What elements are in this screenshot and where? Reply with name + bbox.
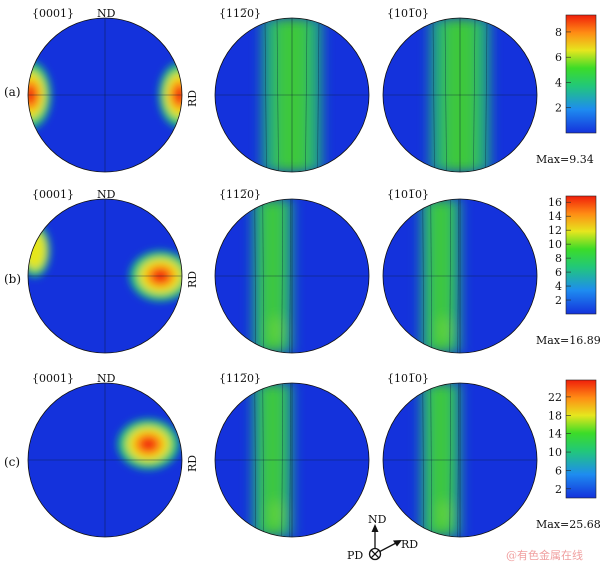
pole-figure-outline	[27, 382, 183, 538]
pole-figure-label: {101̅0}	[387, 188, 429, 201]
pole-figure: {112̅0}	[214, 7, 370, 173]
triad-pd-label: PD	[347, 549, 363, 562]
pole-figure-outline	[382, 198, 538, 354]
colorbar-tick-label: 2	[555, 483, 562, 496]
row-label: (b)	[4, 272, 21, 286]
pole-figure: {112̅0}	[214, 188, 370, 354]
colorbar-scale	[565, 379, 597, 499]
colorbar-tick-label: 8	[555, 26, 562, 39]
colorbar-tick-label: 22	[548, 391, 562, 404]
intensity-map	[117, 418, 180, 470]
colorbar-tick-label: 12	[548, 224, 562, 237]
pole-figure: {101̅0}	[382, 372, 538, 538]
pole-figure-label: {112̅0}	[219, 188, 261, 201]
nd-axis-label: ND	[97, 7, 116, 20]
watermark: @有色金属在线	[506, 548, 583, 562]
band-hotspot	[436, 315, 453, 344]
rd-axis-label: RD	[186, 90, 199, 107]
triad-rd-label: RD	[401, 538, 418, 551]
colorbar-tick-label: 16	[548, 196, 562, 209]
nd-axis-label: ND	[97, 188, 116, 201]
colorbar: 2 4 6 8	[555, 14, 597, 134]
pole-figure-label: {112̅0}	[219, 372, 261, 385]
colorbar-tick-label: 6	[555, 51, 562, 64]
pole-figure: {101̅0}	[382, 7, 538, 173]
colorbar-scale	[565, 195, 597, 315]
sample-axes-triad: ND RD PD	[347, 513, 418, 562]
colorbar-tick-label: 10	[548, 238, 562, 251]
colorbar-scale	[565, 14, 597, 134]
colorbar-tick-label: 4	[555, 280, 562, 293]
colorbar-tick-label: 8	[555, 252, 562, 265]
band-hotspot	[268, 315, 285, 344]
pole-figure-outline	[27, 17, 183, 173]
colorbar-tick-label: 10	[548, 446, 562, 459]
pole-figure-outline	[27, 198, 183, 354]
spot-ring-mid	[28, 231, 46, 270]
pole-figure-row: (c) {0001} ND RD {112̅0} {101̅0} 2 6 10 14 18 22 Max…	[4, 372, 600, 538]
colorbar-tick-label: 14	[548, 428, 562, 441]
row-label: (a)	[4, 85, 21, 99]
colorbar-tick-label: 18	[548, 409, 562, 422]
pole-figure-row: (a) {0001} ND RD {112̅0} {101̅0} 2 4 6 8 Max=9.34	[4, 7, 597, 173]
max-intensity-label: Max=25.68	[536, 518, 600, 531]
pole-figure: {0001} ND RD	[27, 188, 199, 354]
rd-arrow-head	[393, 540, 402, 547]
row-label: (c)	[4, 455, 20, 469]
pole-figure: {112̅0}	[214, 372, 370, 538]
pole-figure-label: {101̅0}	[387, 7, 429, 20]
pole-figure-label: {112̅0}	[219, 7, 261, 20]
pole-figure-outline	[214, 382, 370, 538]
pole-figure: {101̅0}	[382, 188, 538, 354]
pole-figure-label: {0001}	[32, 372, 74, 385]
pole-figure-outline	[214, 17, 370, 173]
band-hotspot	[436, 499, 453, 528]
pole-figure-label: {101̅0}	[387, 372, 429, 385]
triad-nd-label: ND	[368, 513, 387, 526]
colorbar-tick-label: 2	[555, 294, 562, 307]
nd-axis-label: ND	[97, 372, 116, 385]
colorbar: 2 6 10 14 18 22	[548, 379, 597, 499]
pole-figure-label: {0001}	[32, 7, 74, 20]
colorbar-tick-label: 6	[555, 266, 562, 279]
rd-axis-label: RD	[186, 271, 199, 288]
nd-arrow-head	[371, 524, 379, 532]
pd-cross-2	[370, 549, 380, 559]
pole-figure-outline	[214, 198, 370, 354]
band-hotspot	[268, 499, 285, 528]
max-intensity-label: Max=16.89	[536, 334, 600, 347]
colorbar-tick-label: 2	[555, 102, 562, 115]
pole-figure-outline	[382, 382, 538, 538]
pole-figure: {0001} ND RD	[27, 372, 199, 538]
max-intensity-label: Max=9.34	[536, 153, 594, 166]
basal-pole-spot	[117, 418, 180, 470]
pole-figure-outline	[382, 17, 538, 173]
colorbar-tick-label: 14	[548, 210, 562, 223]
basal-pole-spot	[28, 223, 51, 278]
rd-axis-label: RD	[186, 455, 199, 472]
spot-core	[140, 437, 157, 451]
colorbar-tick-label: 6	[555, 464, 562, 477]
pole-figure-label: {0001}	[32, 188, 74, 201]
colorbar-tick-label: 4	[555, 76, 562, 89]
pole-figure: {0001} ND RD	[27, 7, 199, 173]
